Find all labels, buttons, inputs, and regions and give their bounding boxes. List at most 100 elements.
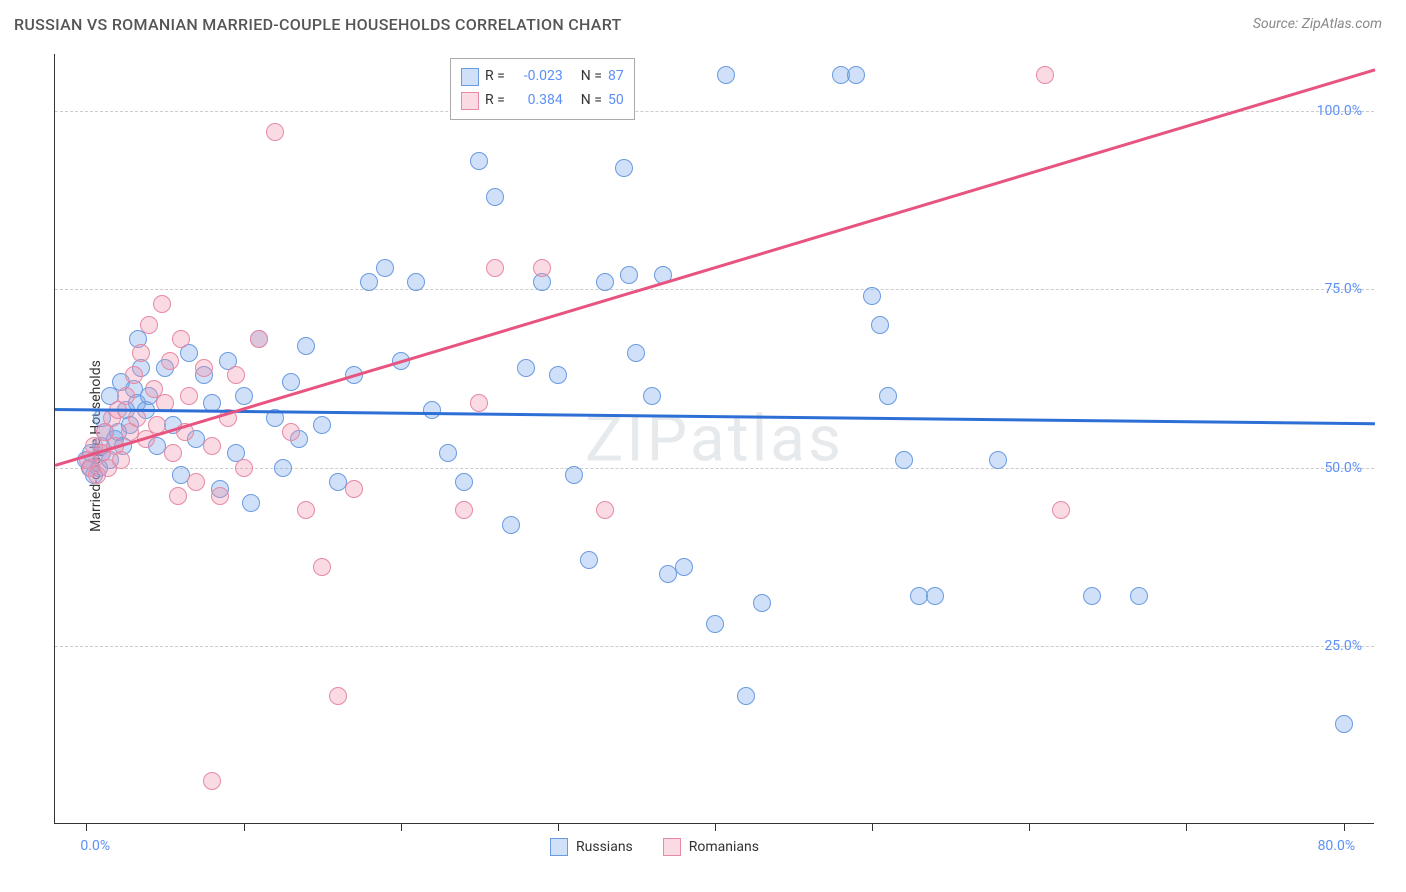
- legend-n-prefix: N =: [581, 65, 602, 89]
- data-point: [615, 159, 633, 177]
- data-point: [235, 387, 253, 405]
- legend-n-value: 87: [608, 65, 624, 89]
- data-point: [274, 459, 292, 477]
- data-point: [596, 273, 614, 291]
- x-max-label: 80.0%: [1318, 838, 1356, 854]
- data-point: [596, 501, 614, 519]
- data-point: [132, 344, 150, 362]
- data-point: [706, 615, 724, 633]
- data-point: [517, 359, 535, 377]
- data-point: [112, 451, 130, 469]
- data-point: [329, 687, 347, 705]
- data-point: [533, 259, 551, 277]
- data-point: [172, 330, 190, 348]
- data-point: [879, 387, 897, 405]
- legend-swatch: [550, 838, 568, 856]
- data-point: [926, 587, 944, 605]
- trend-line: [55, 68, 1376, 466]
- y-tick-label: 50.0%: [1324, 460, 1362, 476]
- data-point: [502, 516, 520, 534]
- grid-line: [55, 468, 1374, 469]
- legend-n-prefix: N =: [581, 89, 602, 113]
- data-point: [895, 451, 913, 469]
- legend-r-value: 0.384: [511, 89, 563, 113]
- data-point: [717, 66, 735, 84]
- data-point: [1052, 501, 1070, 519]
- data-point: [153, 295, 171, 313]
- chart-title: RUSSIAN VS ROMANIAN MARRIED-COUPLE HOUSE…: [14, 15, 622, 34]
- legend-swatch: [461, 68, 479, 86]
- y-tick-label: 25.0%: [1324, 638, 1362, 654]
- data-point: [863, 287, 881, 305]
- data-point: [313, 416, 331, 434]
- chart-container: RUSSIAN VS ROMANIAN MARRIED-COUPLE HOUSE…: [0, 0, 1406, 892]
- y-tick-label: 75.0%: [1324, 281, 1362, 297]
- data-point: [675, 558, 693, 576]
- data-point: [250, 330, 268, 348]
- data-point: [989, 451, 1007, 469]
- data-point: [376, 259, 394, 277]
- data-point: [235, 459, 253, 477]
- legend-item: Russians: [550, 838, 633, 856]
- legend-r-prefix: R =: [485, 89, 505, 113]
- data-point: [161, 352, 179, 370]
- legend-row: R = -0.023 N = 87: [461, 65, 624, 89]
- data-point: [125, 366, 143, 384]
- data-point: [117, 387, 135, 405]
- data-point: [423, 401, 441, 419]
- data-point: [164, 444, 182, 462]
- data-point: [266, 123, 284, 141]
- data-point: [242, 494, 260, 512]
- chart-source: Source: ZipAtlas.com: [1253, 16, 1382, 32]
- data-point: [180, 387, 198, 405]
- data-point: [227, 366, 245, 384]
- data-point: [620, 266, 638, 284]
- legend-series: Russians Romanians: [550, 838, 759, 856]
- grid-line: [55, 289, 1374, 290]
- x-tick: [244, 823, 245, 831]
- data-point: [486, 188, 504, 206]
- data-point: [1130, 587, 1148, 605]
- chart-header: RUSSIAN VS ROMANIAN MARRIED-COUPLE HOUSE…: [0, 0, 1406, 48]
- plot-area: ZIPatlas 25.0%50.0%75.0%100.0%: [54, 54, 1374, 824]
- data-point: [345, 480, 363, 498]
- data-point: [439, 444, 457, 462]
- x-tick: [1186, 823, 1187, 831]
- data-point: [565, 466, 583, 484]
- legend-label: Russians: [576, 839, 633, 855]
- data-point: [140, 316, 158, 334]
- data-point: [407, 273, 425, 291]
- data-point: [313, 558, 331, 576]
- x-tick: [872, 823, 873, 831]
- legend-swatch: [461, 92, 479, 110]
- legend-n-value: 50: [608, 89, 624, 113]
- data-point: [282, 423, 300, 441]
- data-point: [871, 316, 889, 334]
- data-point: [169, 487, 187, 505]
- data-point: [455, 501, 473, 519]
- data-point: [643, 387, 661, 405]
- data-point: [455, 473, 473, 491]
- legend-label: Romanians: [689, 839, 759, 855]
- legend-r-value: -0.023: [511, 65, 563, 89]
- legend-row: R = 0.384 N = 50: [461, 89, 624, 113]
- data-point: [470, 394, 488, 412]
- data-point: [282, 373, 300, 391]
- data-point: [187, 473, 205, 491]
- x-tick: [1029, 823, 1030, 831]
- legend-r-prefix: R =: [485, 65, 505, 89]
- data-point: [1036, 66, 1054, 84]
- x-min-label: 0.0%: [80, 838, 110, 854]
- data-point: [211, 487, 229, 505]
- data-point: [580, 551, 598, 569]
- data-point: [847, 66, 865, 84]
- grid-line: [55, 646, 1374, 647]
- data-point: [1335, 715, 1353, 733]
- data-point: [297, 337, 315, 355]
- x-tick: [1344, 823, 1345, 831]
- data-point: [549, 366, 567, 384]
- legend-swatch: [663, 838, 681, 856]
- legend-item: Romanians: [663, 838, 759, 856]
- y-tick-label: 100.0%: [1317, 103, 1362, 119]
- data-point: [360, 273, 378, 291]
